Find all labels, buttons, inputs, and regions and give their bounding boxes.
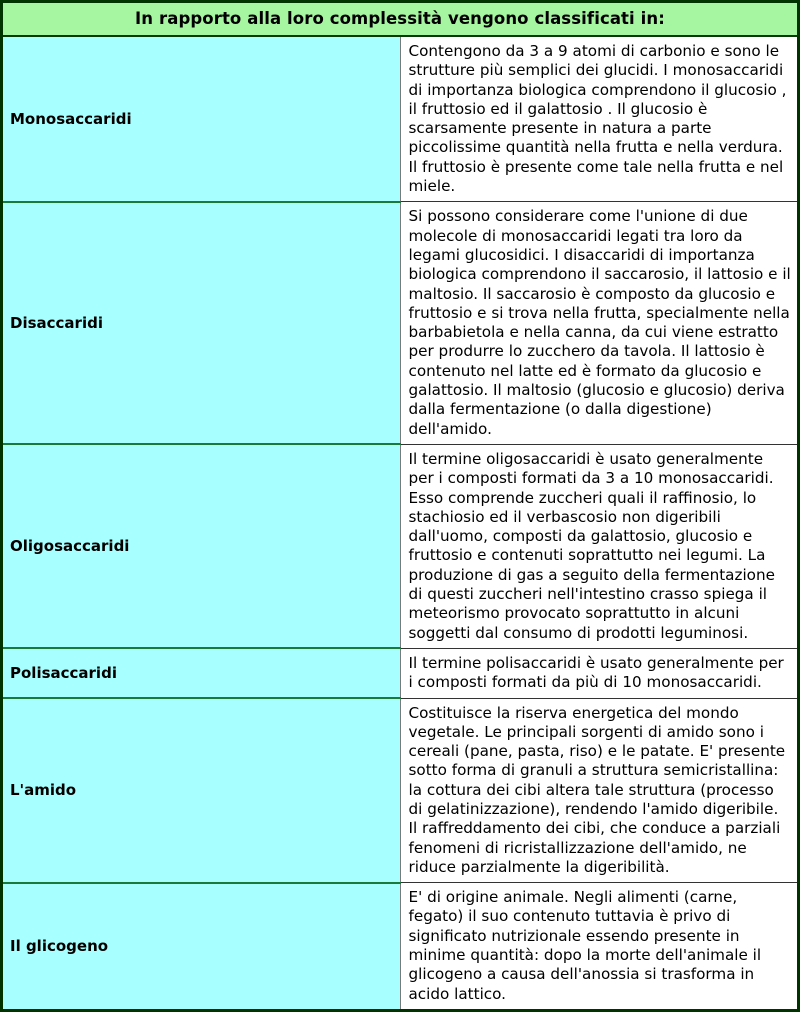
table-row: Polisaccaridi Il termine polisaccaridi è… xyxy=(1,647,799,699)
table-row: L'amido Costituisce la riserva energetic… xyxy=(1,697,799,884)
table-row: Disaccaridi Si possono considerare come … xyxy=(1,200,799,446)
table-row: Il glicogeno E' di origine animale. Negl… xyxy=(1,881,799,1011)
row-label-polisaccaridi: Polisaccaridi xyxy=(1,647,401,699)
row-description-amido: Costituisce la riserva energetica del mo… xyxy=(399,697,799,884)
row-label-oligosaccaridi: Oligosaccaridi xyxy=(1,443,401,650)
row-label-glicogeno: Il glicogeno xyxy=(1,881,401,1011)
row-description-monosaccaridi: Contengono da 3 a 9 atomi di carbonio e … xyxy=(399,35,799,203)
header-row: In rapporto alla loro complessità vengon… xyxy=(0,0,800,37)
table-row: Monosaccaridi Contengono da 3 a 9 atomi … xyxy=(1,35,799,203)
row-label-amido: L'amido xyxy=(1,697,401,884)
table-header: In rapporto alla loro complessità vengon… xyxy=(0,0,800,37)
table-title: In rapporto alla loro complessità vengon… xyxy=(0,0,800,37)
table-row: Oligosaccaridi Il termine oligosaccaridi… xyxy=(1,443,799,650)
row-description-oligosaccaridi: Il termine oligosaccaridi è usato genera… xyxy=(399,443,799,649)
row-description-glicogeno: E' di origine animale. Negli alimenti (c… xyxy=(399,882,799,1011)
row-label-disaccaridi: Disaccaridi xyxy=(1,200,401,446)
row-description-polisaccaridi: Il termine polisaccaridi è usato general… xyxy=(399,647,799,699)
row-label-monosaccaridi: Monosaccaridi xyxy=(1,35,401,203)
row-description-disaccaridi: Si possono considerare come l'unione di … xyxy=(399,201,799,445)
table-body: Monosaccaridi Contengono da 3 a 9 atomi … xyxy=(1,35,799,1011)
